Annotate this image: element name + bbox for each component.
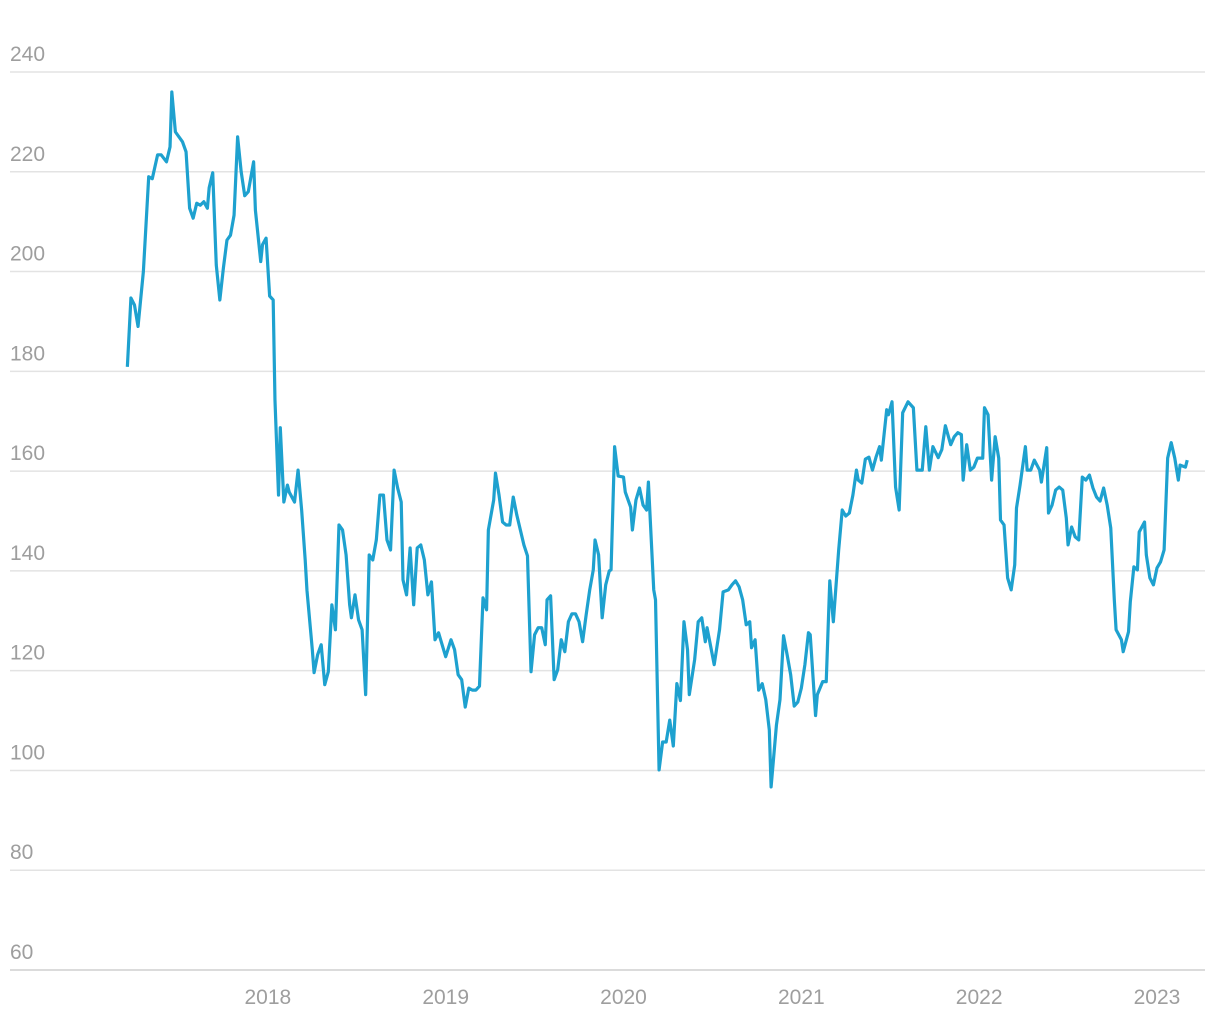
- y-tick-label: 120: [10, 642, 45, 665]
- x-tick-label: 2022: [956, 986, 1003, 1009]
- line: [125, 90, 1189, 789]
- y-tick-label: 220: [10, 143, 45, 166]
- x-tick-label: 2019: [422, 986, 469, 1009]
- y-tick-label: 240: [10, 43, 45, 66]
- x-tick-label: 2018: [244, 986, 291, 1009]
- y-tick-label: 180: [10, 342, 45, 365]
- y-tick-label: 80: [10, 841, 33, 864]
- x-tick-label: 2023: [1134, 986, 1181, 1009]
- x-tick-label: 2021: [778, 986, 825, 1009]
- y-tick-label: 140: [10, 542, 45, 565]
- y-tick-label: 100: [10, 741, 45, 764]
- x-tick-label: 2020: [600, 986, 647, 1009]
- y-tick-label: 160: [10, 442, 45, 465]
- y-tick-label: 60: [10, 941, 33, 964]
- y-tick-label: 200: [10, 243, 45, 266]
